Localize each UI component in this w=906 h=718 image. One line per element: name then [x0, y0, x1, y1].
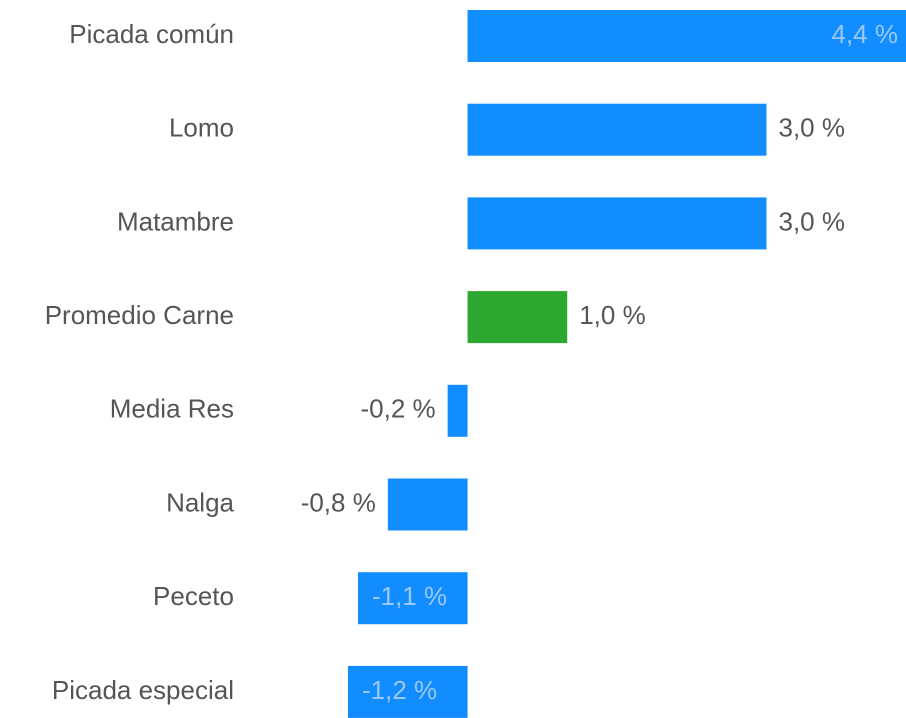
category-label: Nalga	[166, 487, 234, 517]
category-label: Promedio Carne	[45, 300, 234, 330]
value-label: -1,1 %	[372, 581, 447, 611]
value-label: 1,0 %	[579, 300, 646, 330]
category-label: Media Res	[110, 394, 234, 424]
bar	[467, 10, 906, 62]
bar	[467, 103, 767, 156]
value-label: -1,2 %	[362, 675, 437, 705]
category-label: Matambre	[117, 206, 234, 236]
value-label: 3,0 %	[779, 113, 846, 143]
bar	[467, 291, 568, 344]
category-label: Peceto	[153, 581, 234, 611]
value-label: 3,0 %	[779, 206, 846, 236]
bar	[348, 665, 468, 718]
category-label: Picada especial	[52, 675, 234, 705]
category-label: Picada común	[69, 19, 234, 49]
bar	[467, 197, 767, 250]
bar	[447, 384, 468, 437]
value-label: 4,4 %	[832, 19, 899, 49]
category-label: Lomo	[169, 113, 234, 143]
value-label: -0,2 %	[360, 394, 435, 424]
value-label: -0,8 %	[301, 487, 376, 517]
bar	[387, 478, 468, 531]
bar	[357, 572, 468, 625]
